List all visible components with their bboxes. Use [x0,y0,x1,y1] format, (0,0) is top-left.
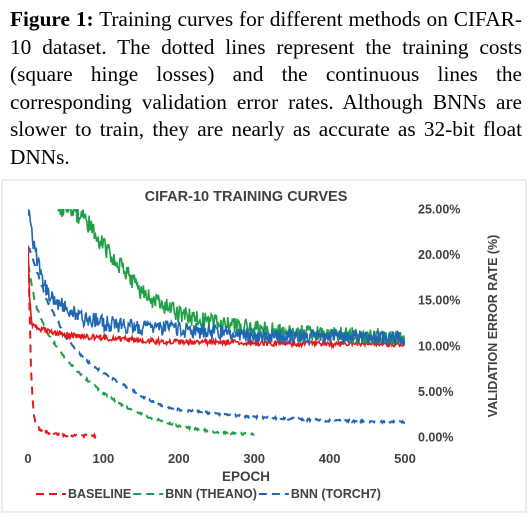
y-tick-label: 5.00% [418,385,453,399]
x-tick-label: 300 [243,451,265,466]
figure-caption: Figure 1: Training curves for different … [10,6,522,171]
y-axis-ticks: 0.00% 5.00% 10.00% 15.00% 20.00% 25.00% [418,203,460,445]
y-tick-label: 15.00% [418,294,460,308]
series-bnn-torch7-training-line [28,245,405,425]
series-bnn-theano-training-line [28,264,255,437]
y-tick-label: 20.00% [418,248,460,262]
x-tick-label: 0 [24,451,31,466]
caption-text: Training curves for different methods on… [10,7,522,169]
series-baseline-training-line [28,246,97,439]
x-axis-label: EPOCH [222,469,270,484]
chart: CIFAR-10 TRAINING CURVES 0 100 200 300 400 50… [1,179,527,513]
series-bnn-torch7-validation-line [28,209,405,347]
legend-label-baseline: BASELINE [68,487,131,501]
x-tick-label: 200 [168,451,190,466]
legend-label-bnn-torch7: BNN (TORCH7) [291,487,381,501]
y-tick-label: 0.00% [418,431,453,445]
x-tick-label: 100 [93,451,115,466]
y-tick-label: 25.00% [418,203,460,217]
legend-label-bnn-theano: BNN (THEANO) [165,487,257,501]
x-tick-label: 400 [319,451,341,466]
y-axis-label: VALIDATION ERROR RATE (%) [486,235,500,418]
chart-title: CIFAR-10 TRAINING CURVES [145,189,348,205]
plot-area [28,209,405,439]
series-baseline-validation-line [28,247,405,350]
series-bnn-theano-validation-line [57,209,405,346]
caption-label: Figure 1: [10,7,94,31]
x-tick-label: 500 [394,451,416,466]
y-tick-label: 10.00% [418,339,460,353]
x-axis-ticks: 0 100 200 300 400 500 [24,451,415,466]
legend: BASELINE BNN (THEANO) BNN (TORCH7) [36,487,381,501]
